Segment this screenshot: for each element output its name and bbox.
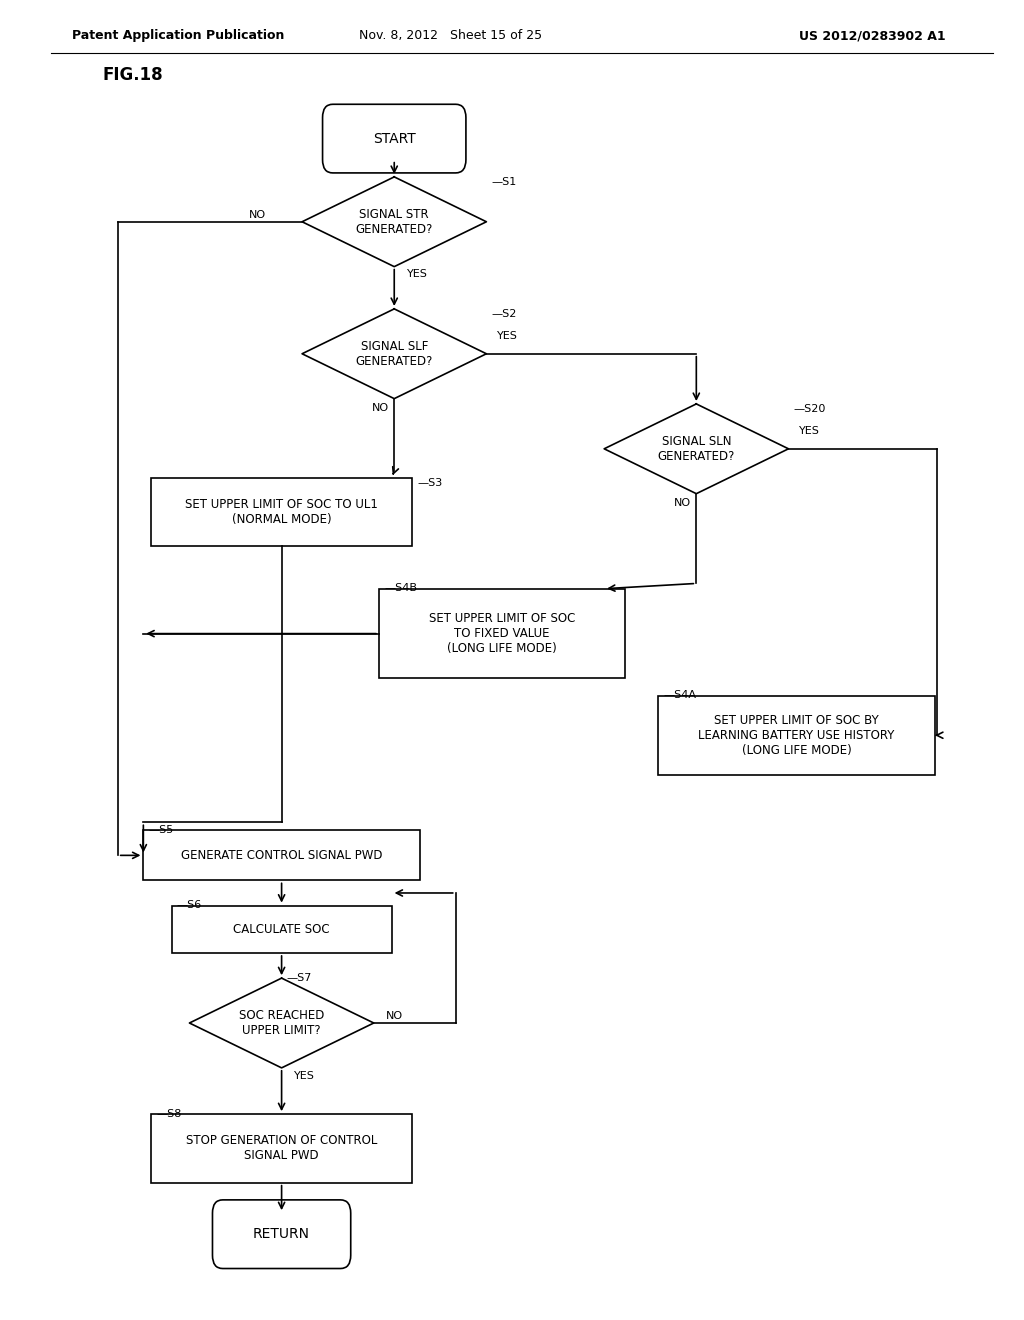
Text: NO: NO bbox=[674, 498, 691, 508]
FancyBboxPatch shape bbox=[213, 1200, 350, 1269]
Text: YES: YES bbox=[407, 269, 427, 280]
FancyBboxPatch shape bbox=[658, 696, 935, 775]
Text: —S20: —S20 bbox=[794, 404, 826, 414]
Text: —S4B: —S4B bbox=[384, 583, 417, 594]
Text: GENERATE CONTROL SIGNAL PWD: GENERATE CONTROL SIGNAL PWD bbox=[181, 849, 382, 862]
Text: NO: NO bbox=[372, 403, 389, 413]
Text: US 2012/0283902 A1: US 2012/0283902 A1 bbox=[799, 29, 945, 42]
Text: —S4A: —S4A bbox=[664, 690, 696, 701]
Text: NO: NO bbox=[386, 1011, 403, 1022]
Text: —S8: —S8 bbox=[157, 1109, 181, 1119]
Text: —S7: —S7 bbox=[287, 973, 312, 983]
Text: SOC REACHED
UPPER LIMIT?: SOC REACHED UPPER LIMIT? bbox=[239, 1008, 325, 1038]
Polygon shape bbox=[604, 404, 788, 494]
Text: FIG.18: FIG.18 bbox=[102, 66, 163, 84]
Text: YES: YES bbox=[497, 330, 517, 341]
Text: SET UPPER LIMIT OF SOC BY
LEARNING BATTERY USE HISTORY
(LONG LIFE MODE): SET UPPER LIMIT OF SOC BY LEARNING BATTE… bbox=[698, 714, 895, 756]
Text: SIGNAL STR
GENERATED?: SIGNAL STR GENERATED? bbox=[355, 207, 433, 236]
FancyBboxPatch shape bbox=[152, 1114, 412, 1183]
Text: YES: YES bbox=[799, 425, 819, 436]
Text: —S2: —S2 bbox=[492, 309, 517, 319]
Text: NO: NO bbox=[249, 210, 266, 220]
Polygon shape bbox=[302, 309, 486, 399]
FancyBboxPatch shape bbox=[143, 830, 420, 880]
Text: —S3: —S3 bbox=[418, 478, 442, 488]
Text: —S6: —S6 bbox=[177, 900, 202, 911]
FancyBboxPatch shape bbox=[172, 906, 392, 953]
Text: CALCULATE SOC: CALCULATE SOC bbox=[233, 923, 330, 936]
Polygon shape bbox=[302, 177, 486, 267]
Text: —S1: —S1 bbox=[492, 177, 517, 187]
FancyBboxPatch shape bbox=[152, 478, 412, 546]
Text: SIGNAL SLN
GENERATED?: SIGNAL SLN GENERATED? bbox=[657, 434, 735, 463]
FancyBboxPatch shape bbox=[323, 104, 466, 173]
FancyBboxPatch shape bbox=[379, 589, 625, 678]
Text: RETURN: RETURN bbox=[253, 1228, 310, 1241]
Text: SET UPPER LIMIT OF SOC TO UL1
(NORMAL MODE): SET UPPER LIMIT OF SOC TO UL1 (NORMAL MO… bbox=[185, 498, 378, 527]
Text: —S5: —S5 bbox=[148, 825, 174, 836]
Text: SET UPPER LIMIT OF SOC
TO FIXED VALUE
(LONG LIFE MODE): SET UPPER LIMIT OF SOC TO FIXED VALUE (L… bbox=[429, 612, 574, 655]
Text: START: START bbox=[373, 132, 416, 145]
Text: SIGNAL SLF
GENERATED?: SIGNAL SLF GENERATED? bbox=[355, 339, 433, 368]
Text: STOP GENERATION OF CONTROL
SIGNAL PWD: STOP GENERATION OF CONTROL SIGNAL PWD bbox=[186, 1134, 377, 1163]
Text: YES: YES bbox=[294, 1071, 314, 1081]
Text: Patent Application Publication: Patent Application Publication bbox=[72, 29, 284, 42]
Text: Nov. 8, 2012   Sheet 15 of 25: Nov. 8, 2012 Sheet 15 of 25 bbox=[359, 29, 542, 42]
Polygon shape bbox=[189, 978, 374, 1068]
